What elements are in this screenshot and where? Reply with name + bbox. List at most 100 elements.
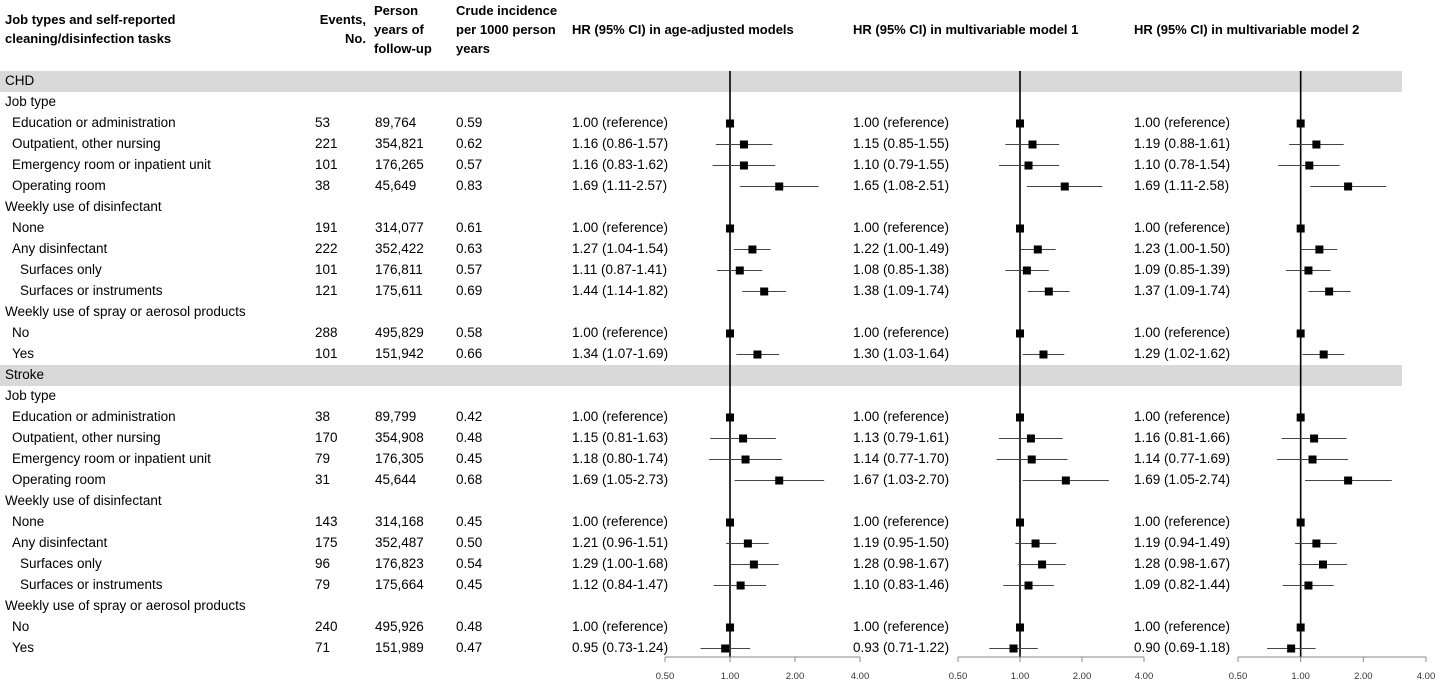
hr-point-marker [1304,581,1313,590]
hr-ci-cell: 1.30 (1.03-1.64) [853,346,950,361]
person-years-cell: 176,823 [375,556,424,571]
hr-point-marker [1296,224,1305,233]
hr-ci-cell: 1.00 (reference) [1134,115,1231,130]
row-label: Surfaces only [20,262,102,277]
group-label: Weekly use of spray or aerosol products [5,598,246,613]
person-years-cell: 495,829 [375,325,424,340]
hr-point-marker [739,140,748,149]
hr-ci-cell: 1.29 (1.00-1.68) [572,556,669,571]
events-cell: 170 [315,430,338,445]
hr-ci-cell: 1.00 (reference) [1134,514,1231,529]
events-cell: 101 [315,262,338,277]
hr-point-marker [726,224,734,233]
crude-incidence-cell: 0.59 [456,115,483,130]
x-tick-label: 2.00 [1354,671,1373,682]
hr-ci-cell: 0.93 (0.71-1.22) [853,640,950,655]
hr-point-marker [775,476,784,485]
header-task: Job types and self-reported cleaning/dis… [5,10,175,48]
hr-ci-cell: 1.67 (1.03-2.70) [853,472,950,487]
hr-point-marker [1016,119,1024,128]
hr-ci-cell: 1.21 (0.96-1.51) [572,535,669,550]
row-label: Yes [12,346,35,361]
person-years-cell: 354,821 [375,136,424,151]
row-label: Outpatient, other nursing [12,430,161,445]
hr-ci-cell: 1.44 (1.14-1.82) [572,283,669,298]
crude-incidence-cell: 0.66 [456,346,483,361]
hr-point-marker [735,266,744,275]
person-years-cell: 45,644 [375,472,417,487]
row-label: Yes [12,640,35,655]
hr-point-marker [749,560,758,569]
row-label: Surfaces only [20,556,102,571]
crude-incidence-cell: 0.61 [456,220,483,235]
crude-incidence-cell: 0.50 [456,535,483,550]
x-tick-label: 0.50 [949,671,968,682]
header-crude-incidence: Crude incidence per 1000 person years [456,1,557,58]
hr-ci-cell: 1.28 (0.98-1.67) [1134,556,1231,571]
hr-ci-cell: 1.16 (0.81-1.66) [1134,430,1231,445]
row-label: Surfaces or instruments [20,283,163,298]
crude-incidence-cell: 0.57 [456,262,483,277]
hr-ci-cell: 1.00 (reference) [1134,325,1231,340]
events-cell: 121 [315,283,338,298]
hr-ci-cell: 0.95 (0.73-1.24) [572,640,669,655]
hr-ci-cell: 1.10 (0.79-1.55) [853,157,950,172]
hr-ci-cell: 1.00 (reference) [572,115,669,130]
hr-point-marker [1344,182,1353,191]
hr-point-marker [1028,140,1037,149]
hr-point-marker [1296,623,1305,632]
crude-incidence-cell: 0.69 [456,283,483,298]
hr-ci-cell: 1.09 (0.85-1.39) [1134,262,1231,277]
hr-point-marker [739,434,748,443]
hr-point-marker [1061,476,1070,485]
hr-point-marker [1027,455,1036,464]
events-cell: 191 [315,220,338,235]
person-years-cell: 314,077 [375,220,424,235]
hr-ci-cell: 1.69 (1.11-2.57) [572,178,668,193]
hr-point-marker [1009,644,1018,653]
hr-ci-cell: 1.14 (0.77-1.70) [853,451,950,466]
hr-ci-cell: 1.69 (1.11-2.58) [1134,178,1230,193]
section-label: Stroke [5,367,45,382]
x-tick-label: 4.00 [851,671,870,682]
x-tick-label: 1.00 [721,671,740,682]
hr-point-marker [1038,560,1047,569]
person-years-cell: 176,305 [375,451,424,466]
hr-point-marker [1344,476,1353,485]
section-band [0,365,1402,386]
hr-point-marker [1296,329,1305,338]
hr-point-marker [1304,266,1313,275]
events-cell: 38 [315,409,331,424]
events-cell: 143 [315,514,338,529]
person-years-cell: 314,168 [375,514,424,529]
hr-ci-cell: 1.00 (reference) [1134,220,1231,235]
header-person-years-line: follow-up [374,41,432,56]
hr-ci-cell: 1.38 (1.09-1.74) [853,283,950,298]
hr-ci-cell: 1.69 (1.05-2.74) [1134,472,1231,487]
section-band [0,71,1402,92]
hr-point-marker [721,644,730,653]
person-years-cell: 354,908 [375,430,424,445]
header-events-line: Events, [319,12,366,27]
row-label: Emergency room or inpatient unit [12,451,211,466]
header-person-years: Person years of follow-up [374,1,432,58]
hr-ci-cell: 1.19 (0.88-1.61) [1134,136,1231,151]
events-cell: 53 [315,115,331,130]
hr-point-marker [1305,161,1314,170]
crude-incidence-cell: 0.83 [456,178,483,193]
hr-point-marker [1319,350,1328,359]
crude-incidence-cell: 0.54 [456,556,483,571]
hr-ci-cell: 1.00 (reference) [853,619,950,634]
crude-incidence-cell: 0.48 [456,430,483,445]
hr-ci-cell: 1.00 (reference) [572,220,669,235]
row-label: None [12,220,45,235]
header-events-line: No. [345,31,366,46]
row-label: No [12,325,30,340]
events-cell: 96 [315,556,331,571]
hr-point-marker [1024,161,1033,170]
crude-incidence-cell: 0.45 [456,577,483,592]
header-crude-line: per 1000 person [456,22,556,37]
hr-ci-cell: 1.19 (0.94-1.49) [1134,535,1231,550]
crude-incidence-cell: 0.57 [456,157,483,172]
